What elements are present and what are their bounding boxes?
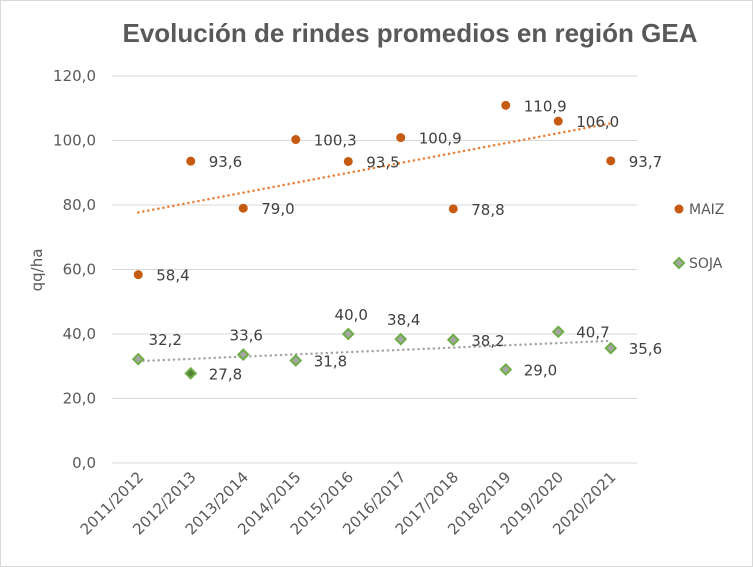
point-maiz	[238, 203, 248, 213]
y-tick-label: 20,0	[63, 390, 96, 408]
trendlines	[137, 122, 612, 363]
point-soja	[394, 332, 408, 346]
data-label-maiz: 100,3	[314, 132, 357, 150]
y-tick-label: 60,0	[63, 261, 96, 279]
y-tick-label: 40,0	[63, 325, 96, 343]
data-label-maiz: 79,0	[261, 200, 294, 218]
point-soja	[131, 352, 145, 366]
y-axis-ticks: 0,0 20,0 40,0 60,0 80,0 100,0 120,0	[53, 67, 96, 472]
data-label-soja: 32,2	[149, 331, 182, 349]
trendline-soja	[137, 339, 612, 363]
point-maiz	[343, 156, 353, 166]
data-label-soja: 40,0	[335, 306, 368, 324]
point-soja	[499, 363, 513, 376]
trendline-maiz	[137, 122, 612, 214]
data-label-soja: 35,6	[629, 340, 662, 358]
data-label-soja: 27,8	[209, 365, 242, 383]
data-labels: 58,4 93,6 79,0 100,3 93,5 100,9 78,8 110,9 106,0…	[149, 97, 663, 383]
data-label-soja: 38,4	[387, 311, 420, 329]
data-label-maiz: 93,6	[209, 153, 242, 171]
x-axis-ticks: 2011/20122012/20132013/20142014/20152015…	[77, 468, 620, 538]
data-label-maiz: 58,4	[156, 267, 189, 285]
y-tick-label: 100,0	[53, 132, 96, 150]
point-maiz	[606, 156, 616, 166]
point-soja	[604, 341, 618, 355]
data-label-soja: 29,0	[524, 361, 557, 379]
data-label-soja: 31,8	[314, 352, 347, 370]
gridlines	[112, 75, 637, 464]
data-label-maiz: 78,8	[471, 201, 504, 219]
point-maiz	[448, 204, 458, 214]
legend-item-maiz: MAIZ	[674, 202, 724, 218]
point-maiz	[291, 135, 301, 145]
legend-marker-icon	[672, 256, 686, 270]
point-soja	[236, 348, 250, 362]
point-soja	[341, 327, 355, 341]
data-label-maiz: 100,9	[419, 130, 462, 148]
data-marks	[131, 100, 618, 380]
data-label-soja: 40,7	[576, 324, 609, 342]
point-soja	[184, 366, 198, 380]
point-soja	[446, 333, 460, 347]
legend-marker-icon	[674, 204, 684, 214]
point-soja	[289, 354, 303, 367]
data-label-maiz: 110,9	[524, 97, 567, 115]
data-label-maiz: 106,0	[576, 113, 619, 131]
point-maiz	[396, 133, 406, 143]
data-label-maiz: 93,7	[629, 153, 662, 171]
chart-title: Evolución de rindes promedios en región …	[123, 18, 698, 48]
data-label-soja: 33,6	[230, 327, 263, 345]
point-maiz	[501, 100, 511, 110]
point-maiz	[553, 116, 563, 126]
legend-item-soja: SOJA	[672, 256, 723, 272]
data-label-maiz: 93,5	[366, 153, 399, 171]
y-tick-label: 80,0	[63, 196, 96, 214]
legend-label: MAIZ	[689, 202, 724, 218]
point-maiz	[133, 270, 143, 280]
legend: MAIZ SOJA	[672, 202, 724, 272]
y-tick-label: 120,0	[53, 67, 96, 85]
point-maiz	[186, 156, 196, 166]
legend-label: SOJA	[689, 256, 723, 272]
point-soja	[551, 325, 565, 339]
y-tick-label: 0,0	[72, 454, 96, 472]
y-axis-label: qq/ha	[28, 249, 46, 292]
data-label-soja: 38,2	[471, 332, 504, 350]
